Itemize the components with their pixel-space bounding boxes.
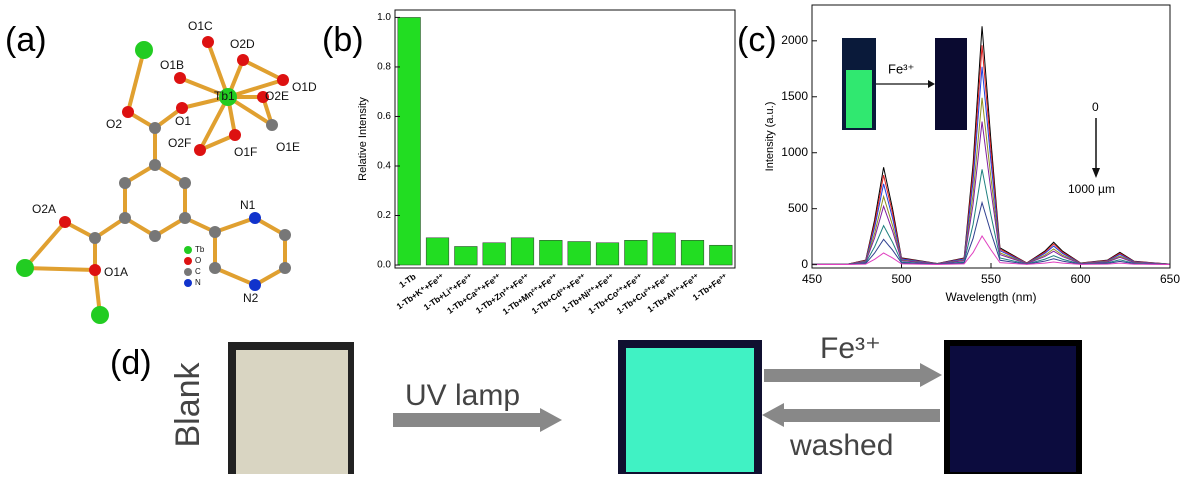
y-tick-label: 0.0 [377, 260, 391, 271]
x-tick-label: 600 [1070, 272, 1090, 286]
arrow-label: UV lamp [405, 379, 520, 412]
legend-label: N [195, 278, 201, 287]
bar [681, 240, 704, 265]
atom-label: N2 [243, 291, 259, 305]
plot-frame [395, 10, 735, 268]
atom-label: O2A [32, 202, 56, 216]
y-tick-label: 0.8 [377, 62, 391, 73]
bar [710, 245, 733, 265]
atom-label: O2F [168, 136, 191, 150]
y-axis-label: Relative Intensity [357, 97, 369, 181]
annotation: 1000 µm [1068, 182, 1115, 196]
x-tick-label: 550 [981, 272, 1001, 286]
y-tick-label: 500 [788, 201, 808, 215]
legend-label: Tb [195, 245, 205, 254]
atom-label: Tb1 [214, 89, 235, 103]
panel-label: (b) [322, 21, 364, 59]
atom-label: O1 [175, 114, 191, 128]
photo-quenched [950, 346, 1076, 472]
legend-label: C [195, 267, 201, 276]
annotation: 0 [1092, 100, 1099, 114]
arrow-shaft [764, 369, 922, 382]
y-tick-label: 0 [801, 257, 808, 271]
atom-label: O2 [106, 117, 122, 131]
bar [653, 233, 676, 265]
atom-label: O2D [230, 37, 255, 51]
y-tick-label: 0.6 [377, 111, 391, 122]
atom-label: O1F [234, 145, 257, 159]
inset-label: Fe³⁺ [888, 61, 914, 76]
vial-liquid [846, 70, 872, 128]
arrow-head [762, 403, 784, 427]
atom-label: O1C [188, 19, 213, 33]
bar [426, 238, 449, 265]
x-tick-label: 650 [1160, 272, 1180, 286]
atom-label: O1B [160, 58, 184, 72]
bar [568, 242, 591, 266]
y-tick-label: 1500 [781, 89, 808, 103]
bar [483, 243, 506, 265]
panel-label: (a) [5, 21, 47, 59]
y-tick-label: 1000 [781, 145, 808, 159]
vial-quenched [935, 38, 967, 130]
photo-blank [236, 350, 348, 474]
x-axis-label: Wavelength (nm) [946, 290, 1037, 304]
y-tick-label: 2000 [781, 33, 808, 47]
side-label: Blank [169, 361, 207, 447]
inset-arrowhead [928, 80, 935, 88]
arrow-shaft [393, 413, 543, 427]
arrow-shaft [782, 409, 940, 422]
panel-label: (c) [737, 21, 777, 59]
x-tick-label: 500 [891, 272, 911, 286]
arrow-label: Fe³⁺ [820, 332, 881, 365]
trend-arrowhead [1092, 168, 1100, 178]
molecule [16, 36, 291, 324]
y-tick-label: 0.4 [377, 161, 391, 172]
photo-glowing [626, 348, 754, 472]
arrow-label: washed [789, 429, 893, 462]
figure: (a) (b) (c) (d) O1C O2D [0, 0, 1184, 474]
bar [455, 246, 478, 265]
x-tick-label: 1-Tb [397, 271, 417, 289]
bar [596, 243, 619, 265]
bar [398, 17, 421, 265]
bar [511, 238, 534, 265]
atom-label: O1D [292, 80, 317, 94]
panel-label: (d) [110, 344, 152, 382]
x-tick-label: 450 [802, 272, 822, 286]
atom-label: O2E [265, 89, 289, 103]
y-tick-label: 1.0 [377, 12, 391, 23]
arrow-head [540, 408, 562, 432]
bar [540, 240, 563, 265]
y-axis-label: Intensity (a.u.) [764, 102, 776, 172]
legend-label: O [195, 256, 201, 265]
arrow-head [920, 363, 942, 387]
atom-label: O1A [104, 265, 128, 279]
atom-label: O1E [276, 140, 300, 154]
y-tick-label: 0.2 [377, 210, 391, 221]
atom-label: N1 [240, 198, 256, 212]
bar [625, 240, 648, 265]
